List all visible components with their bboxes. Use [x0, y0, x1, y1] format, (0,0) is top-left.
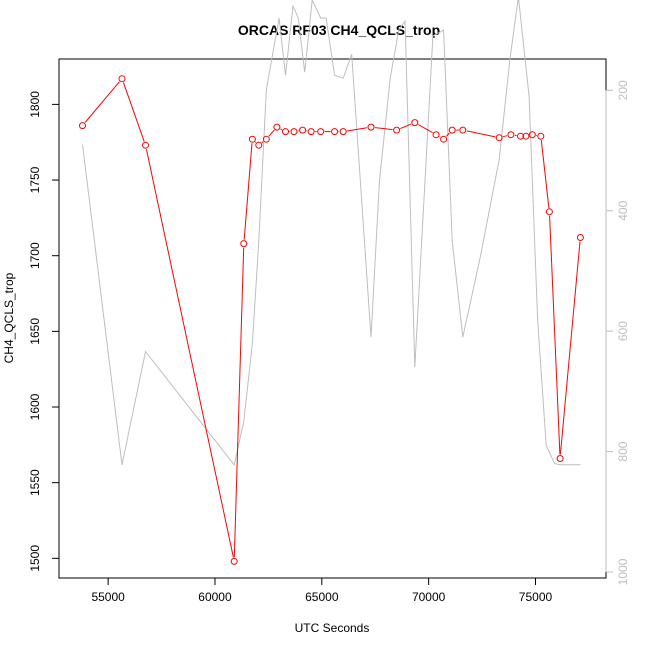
primary-data-point	[393, 126, 401, 134]
primary-data-point	[448, 126, 456, 134]
primary-series-segment	[549, 215, 561, 455]
primary-data-point	[339, 128, 347, 136]
primary-series-segment	[466, 130, 496, 138]
primary-series-segment	[84, 81, 120, 123]
y-axis-left: 1500 1550 1600 1650 1700 1750 1800	[28, 91, 60, 572]
primary-series-segment	[446, 132, 450, 137]
primary-data-point	[248, 135, 256, 143]
primary-data-point	[290, 128, 298, 136]
y-tick-label: 1700	[28, 242, 42, 269]
primary-data-point	[495, 134, 503, 142]
primary-data-point	[299, 126, 307, 134]
primary-data-point	[507, 131, 515, 139]
secondary-series-line	[82, 0, 581, 466]
primary-data-point	[282, 128, 289, 136]
y-tick-label: 1650	[28, 318, 42, 345]
secondary-series-group	[82, 0, 581, 466]
x-axis-label: UTC Seconds	[295, 621, 370, 635]
x-tick-label: 55000	[91, 590, 125, 604]
primary-series-segment	[502, 135, 508, 138]
y-tick-label: 1750	[28, 166, 42, 193]
y-tick-label: 1550	[28, 469, 42, 496]
primary-data-point	[317, 128, 325, 136]
primary-data-point	[576, 234, 584, 241]
plot-frame	[58, 58, 607, 579]
primary-series-group	[79, 75, 584, 565]
primary-series-segment	[261, 141, 264, 144]
primary-series-segment	[347, 127, 368, 132]
primary-data-point	[528, 131, 536, 139]
primary-data-point	[411, 119, 419, 127]
primary-data-point	[331, 128, 339, 136]
primary-series-segment	[243, 143, 253, 240]
chart-title: ORCAS RF03 CH4_QCLS_trop	[238, 22, 440, 38]
primary-data-point	[262, 135, 270, 143]
primary-series-segment	[280, 128, 283, 131]
y-tick-label: 1600	[28, 393, 42, 420]
primary-data-point	[537, 132, 545, 140]
y2-tick-label: 1000	[616, 558, 630, 585]
primary-data-point	[459, 126, 467, 134]
y-tick-label: 1500	[28, 545, 42, 572]
primary-series-segment	[559, 241, 581, 455]
primary-data-point	[440, 135, 448, 143]
primary-series-segment	[374, 127, 393, 131]
primary-series-segment	[400, 123, 412, 130]
y2-tick-label: 400	[616, 200, 630, 220]
primary-series-segment	[417, 124, 433, 134]
primary-series-segment	[122, 82, 145, 142]
y-axis-right: 200 400 600 800 1000	[605, 80, 630, 585]
primary-data-point	[517, 132, 524, 140]
x-axis: 55000 60000 65000 70000 75000	[91, 577, 553, 604]
primary-data-point	[230, 557, 238, 565]
primary-data-point	[273, 123, 281, 131]
primary-data-point	[118, 75, 126, 83]
y2-tick-label: 600	[616, 321, 630, 341]
primary-data-point	[240, 240, 248, 248]
primary-data-point	[545, 208, 553, 216]
primary-series-segment	[540, 140, 550, 208]
x-tick-label: 75000	[519, 590, 553, 604]
primary-series-segment	[268, 129, 275, 137]
primary-data-point	[255, 141, 263, 149]
y2-tick-label: 200	[616, 80, 630, 100]
primary-data-point	[79, 122, 86, 130]
primary-data-point	[432, 131, 440, 139]
y-axis-label: CH4_QCLS_trop	[2, 272, 16, 363]
primary-series-segment	[233, 247, 245, 558]
x-tick-label: 65000	[305, 590, 339, 604]
y2-tick-label: 800	[616, 441, 630, 461]
primary-data-point	[522, 132, 530, 140]
primary-data-point	[367, 123, 375, 131]
primary-series-segment	[254, 141, 257, 143]
primary-data-point	[556, 455, 564, 462]
x-tick-label: 60000	[198, 590, 232, 604]
primary-series-segment	[145, 149, 234, 558]
x-tick-label: 70000	[412, 590, 446, 604]
y-tick-label: 1800	[28, 91, 42, 118]
primary-data-point	[142, 141, 149, 149]
primary-data-point	[307, 128, 315, 136]
